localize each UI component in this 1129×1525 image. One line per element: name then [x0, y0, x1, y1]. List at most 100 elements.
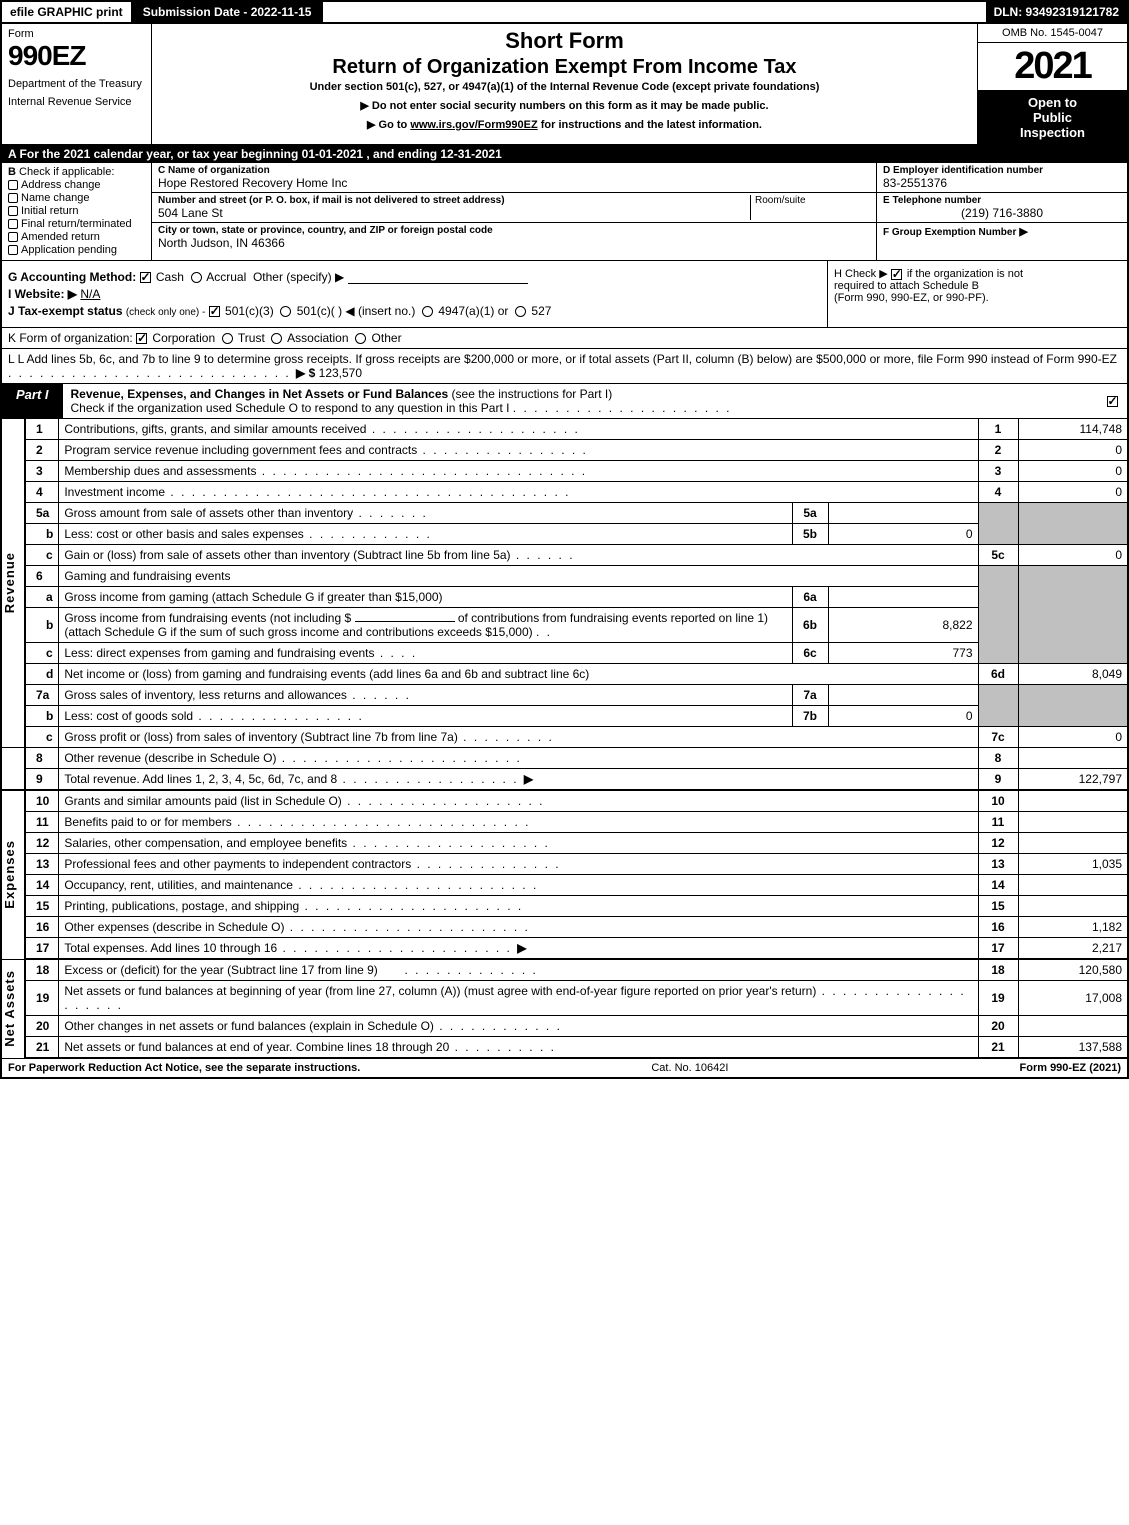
part1-desc: Revenue, Expenses, and Changes in Net As…	[63, 384, 1099, 418]
open-to-public: Open to Public Inspection	[978, 91, 1127, 144]
line-16-desc: Other expenses (describe in Schedule O) …	[59, 917, 978, 938]
line-6b-value: 8,822	[828, 608, 978, 643]
chk-trust[interactable]	[222, 333, 233, 344]
chk-schedule-o-part1[interactable]	[1107, 396, 1118, 407]
chk-4947[interactable]	[422, 306, 433, 317]
group-exemption-arrow: ▶	[1019, 226, 1027, 238]
sidebar-revenue: Revenue	[1, 419, 25, 748]
line-8-desc: Other revenue (describe in Schedule O) .…	[59, 748, 978, 769]
phone-label: E Telephone number	[883, 195, 1121, 206]
line-5c-desc: Gain or (loss) from sale of assets other…	[59, 545, 978, 566]
chk-cash[interactable]	[140, 272, 151, 283]
top-bar: efile GRAPHIC print Submission Date - 20…	[0, 0, 1129, 24]
line-5b-value: 0	[828, 524, 978, 545]
irs-link[interactable]: www.irs.gov/Form990EZ	[410, 119, 537, 131]
chk-501c3[interactable]	[209, 306, 220, 317]
chk-final-return[interactable]: Final return/terminated	[8, 218, 145, 230]
line-2-value: 0	[1018, 440, 1128, 461]
line-20-desc: Other changes in net assets or fund bala…	[59, 1016, 978, 1037]
line-15-desc: Printing, publications, postage, and shi…	[59, 896, 978, 917]
chk-name-change[interactable]: Name change	[8, 192, 145, 204]
street-value: 504 Lane St	[158, 206, 750, 220]
h-text4: (Form 990, 990-EZ, or 990-PF).	[834, 292, 989, 304]
chk-association[interactable]	[271, 333, 282, 344]
city-value: North Judson, IN 46366	[158, 236, 870, 250]
i-label: I Website: ▶	[8, 287, 77, 301]
section-h: H Check ▶ if the organization is not req…	[827, 261, 1127, 327]
line-8-value	[1018, 748, 1128, 769]
part1-title: Revenue, Expenses, and Changes in Net As…	[71, 387, 449, 401]
form-title: Return of Organization Exempt From Incom…	[160, 56, 969, 79]
k-label: K Form of organization:	[8, 331, 133, 345]
submission-date: Submission Date - 2022-11-15	[133, 2, 324, 22]
line-14-value	[1018, 875, 1128, 896]
line-7b-value: 0	[828, 706, 978, 727]
group-exemption-label: F Group Exemption Number	[883, 227, 1016, 238]
line-6a-value	[828, 587, 978, 608]
line-7c-desc: Gross profit or (loss) from sales of inv…	[59, 727, 978, 748]
omb-number: OMB No. 1545-0047	[978, 24, 1127, 43]
line-12-desc: Salaries, other compensation, and employ…	[59, 833, 978, 854]
chk-other-org[interactable]	[355, 333, 366, 344]
ghij-left: G Accounting Method: Cash Accrual Other …	[2, 261, 827, 327]
chk-initial-return[interactable]: Initial return	[8, 205, 145, 217]
phone-value: (219) 716-3880	[883, 206, 1121, 220]
section-k: K Form of organization: Corporation Trus…	[0, 328, 1129, 349]
chk-corporation[interactable]	[136, 333, 147, 344]
section-c: C Name of organization Hope Restored Rec…	[152, 163, 877, 260]
line-18-desc: Excess or (deficit) for the year (Subtra…	[59, 959, 978, 981]
section-b-label: B	[8, 166, 16, 178]
part1-check-line: Check if the organization used Schedule …	[71, 401, 510, 415]
chk-address-change[interactable]: Address change	[8, 179, 145, 191]
org-name-label: C Name of organization	[158, 165, 870, 176]
tax-year: 2021	[978, 43, 1127, 91]
dln-label: DLN: 93492319121782	[986, 2, 1127, 22]
form-header: Form 990EZ Department of the Treasury In…	[0, 24, 1129, 145]
line-2-desc: Program service revenue including govern…	[59, 440, 978, 461]
line-7c-value: 0	[1018, 727, 1128, 748]
goto-suffix: for instructions and the latest informat…	[538, 119, 762, 131]
paperwork-notice: For Paperwork Reduction Act Notice, see …	[8, 1062, 360, 1074]
l-arrow: ▶ $	[296, 366, 315, 380]
form-subtitle: Under section 501(c), 527, or 4947(a)(1)…	[160, 81, 969, 93]
l-text: L Add lines 5b, 6c, and 7b to line 9 to …	[18, 352, 1117, 366]
other-method-input[interactable]	[348, 270, 528, 284]
chk-501c[interactable]	[280, 306, 291, 317]
section-bcdef: B Check if applicable: Address change Na…	[0, 163, 1129, 261]
line-5a-desc: Gross amount from sale of assets other t…	[59, 503, 792, 524]
chk-amended-return[interactable]: Amended return	[8, 231, 145, 243]
h-text3: required to attach Schedule B	[834, 280, 979, 292]
ein-label: D Employer identification number	[883, 165, 1121, 176]
j-sub: (check only one) -	[126, 307, 205, 318]
part1-header: Part I Revenue, Expenses, and Changes in…	[0, 384, 1129, 419]
chk-application-pending[interactable]: Application pending	[8, 244, 145, 256]
j-label: J Tax-exempt status	[8, 304, 123, 318]
header-center: Short Form Return of Organization Exempt…	[152, 24, 977, 144]
line-1-desc: Contributions, gifts, grants, and simila…	[59, 419, 978, 440]
chk-accrual[interactable]	[191, 272, 202, 283]
line-i: I Website: ▶ N/A	[8, 287, 821, 301]
check-if-applicable: Check if applicable:	[19, 166, 114, 178]
line-17-desc: Total expenses. Add lines 10 through 16 …	[59, 938, 978, 960]
section-a-taxyear: A For the 2021 calendar year, or tax yea…	[0, 145, 1129, 163]
line-14-desc: Occupancy, rent, utilities, and maintena…	[59, 875, 978, 896]
org-name: Hope Restored Recovery Home Inc	[158, 176, 870, 190]
lines-table: Revenue 1 Contributions, gifts, grants, …	[0, 419, 1129, 1059]
line-5b-desc: Less: cost or other basis and sales expe…	[59, 524, 792, 545]
line-6c-value: 773	[828, 643, 978, 664]
h-not: not	[1008, 268, 1023, 280]
line-21-desc: Net assets or fund balances at end of ye…	[59, 1037, 978, 1059]
chk-527[interactable]	[515, 306, 526, 317]
cat-no: Cat. No. 10642I	[360, 1062, 1019, 1074]
room-label: Room/suite	[755, 195, 870, 206]
line-17-value: 2,217	[1018, 938, 1128, 960]
goto-prefix: ▶ Go to	[367, 119, 410, 131]
line-10-desc: Grants and similar amounts paid (list in…	[59, 790, 978, 812]
chk-schedule-b[interactable]	[891, 269, 902, 280]
section-b: B Check if applicable: Address change Na…	[2, 163, 152, 260]
inspect-line3: Inspection	[980, 125, 1125, 140]
line-6-desc: Gaming and fundraising events	[59, 566, 978, 587]
website-instruction: ▶ Go to www.irs.gov/Form990EZ for instru…	[160, 118, 969, 131]
efile-print-label[interactable]: efile GRAPHIC print	[2, 2, 133, 22]
website-value: N/A	[80, 287, 100, 301]
